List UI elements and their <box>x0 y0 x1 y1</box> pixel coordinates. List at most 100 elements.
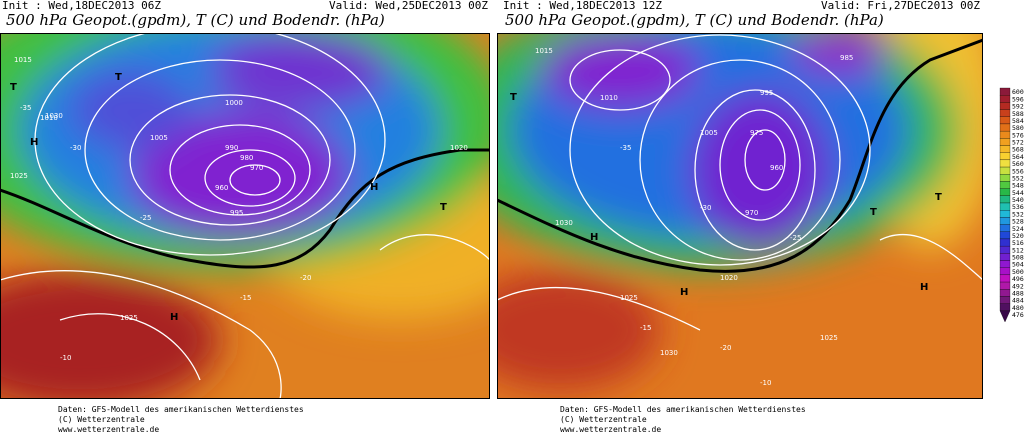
colorbar-label: 520 <box>1012 232 1024 240</box>
colorbar-label: 552 <box>1012 174 1024 182</box>
contour-label: -15 <box>240 294 251 302</box>
colorbar-label: 548 <box>1012 182 1024 190</box>
colorbar-label: 512 <box>1012 246 1024 254</box>
pressure-center: H <box>590 232 598 243</box>
colorbar-label: 484 <box>1012 297 1024 305</box>
contour-label: 1025 <box>10 172 28 180</box>
colorbar-swatch <box>999 152 1011 161</box>
contour-label: -35 <box>20 104 31 112</box>
footer-text: Daten: GFS-Modell des amerikanischen Wet… <box>58 405 304 414</box>
colorbar-label: 504 <box>1012 261 1024 269</box>
contour-label: 1000 <box>225 99 243 107</box>
contour-label: -35 <box>620 144 631 152</box>
colorbar-swatch <box>999 303 1011 311</box>
contour-label: 960 <box>215 184 228 192</box>
colorbar-label: 584 <box>1012 117 1024 125</box>
colorbar-label: 596 <box>1012 95 1024 103</box>
colorbar-label: 580 <box>1012 124 1024 132</box>
contour-label: 995 <box>230 209 243 217</box>
colorbar-swatch <box>999 138 1011 146</box>
colorbar-swatch <box>999 116 1011 125</box>
colorbar-label: 508 <box>1012 254 1024 262</box>
contour-label: 1015 <box>14 56 32 64</box>
colorbar-swatch <box>999 281 1011 290</box>
footer-text: (C) Wetterzentrale <box>58 415 145 424</box>
colorbar-label: 480 <box>1012 304 1024 312</box>
colorbar-label: 576 <box>1012 131 1024 139</box>
colorbar-swatch <box>999 202 1011 211</box>
colorbar-swatch <box>999 87 1011 96</box>
colorbar-swatch <box>999 245 1011 254</box>
contour-label: 980 <box>240 154 253 162</box>
colorbar-swatch <box>999 274 1011 283</box>
colorbar-swatch <box>999 109 1011 117</box>
contour-label: -15 <box>640 324 651 332</box>
contour-label: -30 <box>700 204 711 212</box>
colorbar-label: 496 <box>1012 275 1024 283</box>
colorbar-label: 524 <box>1012 225 1024 233</box>
init-left: Init : Wed,18DEC2013 06Z <box>2 0 161 12</box>
colorbar-label: 540 <box>1012 196 1024 204</box>
colorbar-swatch <box>999 195 1011 204</box>
colorbar-swatch <box>999 181 1011 189</box>
colorbar-swatch <box>999 289 1011 297</box>
contour-label: 1025 <box>620 294 638 302</box>
colorbar-swatch <box>999 253 1011 261</box>
colorbar-label: 564 <box>1012 153 1024 161</box>
footer-text: www.wetterzentrale.de <box>560 425 661 434</box>
colorbar-swatch <box>999 145 1011 153</box>
contour-label: 995 <box>760 89 773 97</box>
contour-label: -30 <box>70 144 81 152</box>
colorbar-label: 560 <box>1012 160 1024 168</box>
title-right: 500 hPa Geopot.(gpdm), T (C) und Bodendr… <box>505 11 884 29</box>
contour-label: 990 <box>225 144 238 152</box>
contour-label: 970 <box>745 209 758 217</box>
colorbar-label: 592 <box>1012 103 1024 111</box>
colorbar-swatch <box>999 159 1011 168</box>
colorbar-swatch <box>999 224 1011 232</box>
pressure-center: H <box>370 182 378 193</box>
contour-label: 970 <box>250 164 263 172</box>
footer-text: (C) Wetterzentrale <box>560 415 647 424</box>
colorbar-label: 476 <box>1012 311 1024 319</box>
pressure-center: H <box>170 312 178 323</box>
colorbar-label: 600 <box>1012 88 1024 96</box>
colorbar-label: 532 <box>1012 210 1024 218</box>
colorbar-swatch <box>999 267 1011 276</box>
contour-label: -25 <box>140 214 151 222</box>
contour-label: 1030 <box>555 219 573 227</box>
title-left: 500 hPa Geopot.(gpdm), T (C) und Bodendr… <box>6 11 385 29</box>
contour-label: 1020 <box>720 274 738 282</box>
colorbar-swatch <box>999 310 1011 323</box>
colorbar-swatch <box>999 296 1011 304</box>
contour-label: 1025 <box>120 314 138 322</box>
colorbar-label: 536 <box>1012 203 1024 211</box>
contour-label: 1010 <box>600 94 618 102</box>
map-left <box>0 33 490 399</box>
colorbar-swatch <box>999 123 1011 132</box>
pressure-center: H <box>30 137 38 148</box>
contour-label: 960 <box>770 164 783 172</box>
init-right: Init : Wed,18DEC2013 12Z <box>503 0 662 12</box>
contour-label: 1005 <box>150 134 168 142</box>
valid-right: Valid: Fri,27DEC2013 00Z <box>821 0 980 12</box>
pressure-center: T <box>440 202 447 213</box>
contour-label: 975 <box>750 129 763 137</box>
colorbar-swatch <box>999 188 1011 196</box>
colorbar-label: 544 <box>1012 189 1024 197</box>
contour-label: 1005 <box>700 129 718 137</box>
contour-label: 985 <box>840 54 853 62</box>
contour-label: 1030 <box>660 349 678 357</box>
contour-label: -10 <box>60 354 71 362</box>
colorbar-swatch <box>999 102 1011 110</box>
colorbar-label: 492 <box>1012 282 1024 290</box>
colorbar-label: 500 <box>1012 268 1024 276</box>
colorbar-swatch <box>999 231 1011 240</box>
colorbar-swatch <box>999 210 1011 218</box>
contour-label: 1010 <box>40 114 58 122</box>
colorbar-swatch <box>999 238 1011 247</box>
contour-label: -20 <box>720 344 731 352</box>
footer-text: www.wetterzentrale.de <box>58 425 159 434</box>
valid-left: Valid: Wed,25DEC2013 00Z <box>329 0 488 12</box>
